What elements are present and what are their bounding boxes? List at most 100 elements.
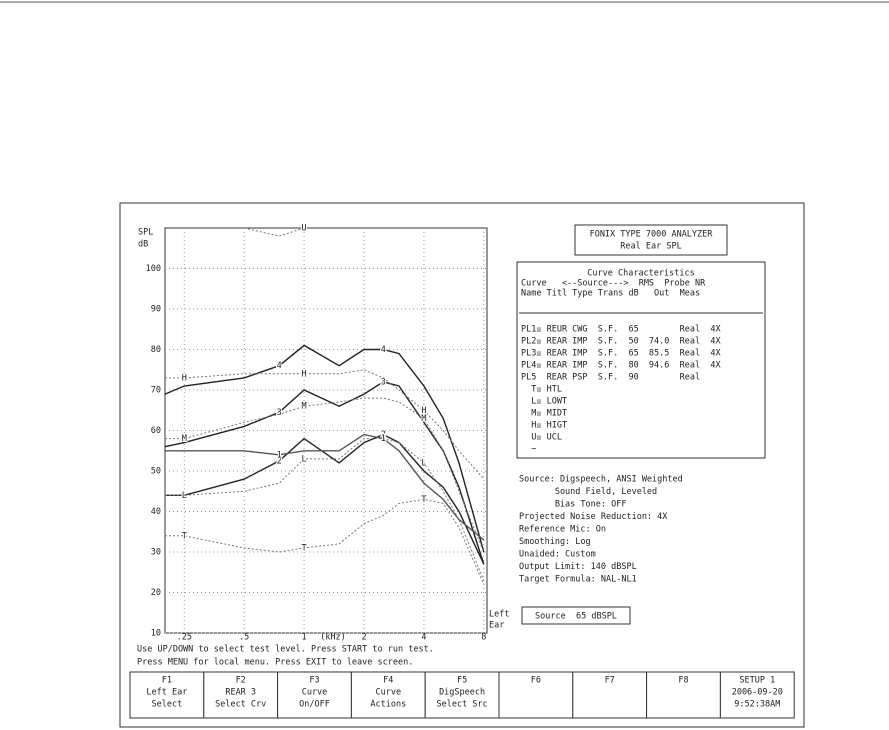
table-row: U☒ UCL bbox=[521, 433, 562, 443]
y-axis-label: dB bbox=[138, 240, 148, 250]
function-key-label: Curve bbox=[376, 688, 402, 698]
function-key[interactable] bbox=[203, 671, 279, 719]
x-tick-label: 1 bbox=[302, 633, 307, 643]
function-key[interactable] bbox=[719, 671, 795, 719]
table-title: Curve Characteristics bbox=[587, 269, 694, 279]
setting-line: Smoothing: Log bbox=[519, 537, 591, 547]
curve-marker: M bbox=[302, 402, 307, 412]
curve bbox=[165, 498, 485, 585]
function-key-label: F7 bbox=[605, 676, 615, 686]
table-row: ~ bbox=[521, 445, 536, 455]
curve-marker: M bbox=[182, 434, 187, 444]
function-key[interactable] bbox=[350, 671, 426, 719]
y-tick-label: 10 bbox=[151, 629, 161, 639]
y-tick-label: 20 bbox=[151, 588, 161, 598]
function-key-label: Curve bbox=[302, 688, 328, 698]
source-level: Source 65 dBSPL bbox=[535, 612, 617, 622]
setting-line: Reference Mic: On bbox=[519, 525, 606, 535]
curve-marker: L bbox=[421, 458, 426, 468]
table-row: H☒ HIGT bbox=[521, 421, 567, 431]
curve bbox=[164, 344, 485, 553]
title: FONIX TYPE 7000 ANALYZER bbox=[590, 230, 714, 240]
function-key-label: Select Src bbox=[437, 700, 488, 710]
function-key-label: 2006-09-20 bbox=[732, 688, 783, 698]
function-key-label: 9:52:38AM bbox=[734, 700, 780, 710]
curve-marker: T bbox=[421, 495, 426, 505]
curve-marker: M bbox=[421, 414, 426, 424]
curve bbox=[244, 227, 305, 237]
curve bbox=[165, 433, 485, 541]
curve-marker: T bbox=[182, 531, 187, 541]
curve-marker: 3 bbox=[277, 408, 282, 418]
curve bbox=[165, 397, 485, 553]
curve-marker: L bbox=[302, 454, 307, 464]
y-tick-label: 70 bbox=[151, 386, 161, 396]
y-tick-label: 80 bbox=[151, 345, 161, 355]
setting-line: Projected Noise Reduction: 4X bbox=[519, 512, 668, 522]
subtitle: Real Ear SPL bbox=[620, 242, 681, 252]
source-box bbox=[521, 606, 631, 625]
instruction: Use UP/DOWN to select test level. Press … bbox=[137, 645, 434, 655]
curve bbox=[164, 381, 485, 565]
curve-marker: H bbox=[302, 369, 307, 379]
table-row: M☒ MIDT bbox=[521, 409, 567, 419]
function-key-label: On/OFF bbox=[299, 700, 330, 710]
function-key[interactable] bbox=[646, 671, 721, 719]
table-header: Name Titl Type Trans dB Out Meas bbox=[521, 289, 700, 299]
function-key-label: F2 bbox=[236, 676, 246, 686]
table-row: PL4☒ REAR IMP S.F. 80 94.6 Real 4X bbox=[521, 361, 721, 371]
function-key[interactable] bbox=[277, 671, 352, 719]
curve-marker: 2 bbox=[277, 456, 282, 466]
instruction: Press MENU for local menu. Press EXIT to… bbox=[137, 658, 413, 668]
function-key-label: F1 bbox=[162, 676, 172, 686]
curve bbox=[165, 369, 485, 480]
curve-marker: 3 bbox=[381, 377, 386, 387]
curve-marker: T bbox=[302, 543, 307, 553]
table-row: PL2☒ REAR IMP S.F. 50 74.0 Real 4X bbox=[521, 337, 721, 347]
title-box bbox=[574, 224, 728, 256]
setting-line: Source: Digspeech, ANSI Weighted bbox=[519, 475, 683, 485]
y-tick-label: 60 bbox=[151, 426, 161, 436]
curve-marker: 1 bbox=[277, 450, 282, 460]
setting-line: Bias Tone: OFF bbox=[519, 500, 626, 510]
function-key-label: Select bbox=[152, 700, 183, 710]
curve bbox=[165, 433, 485, 565]
curve-marker: H bbox=[421, 406, 426, 416]
curve-table-box bbox=[516, 261, 766, 459]
function-key-label: F5 bbox=[457, 676, 467, 686]
x-tick-label: .5 bbox=[239, 633, 249, 643]
function-key-label: F8 bbox=[678, 676, 688, 686]
x-tick-label: .25 bbox=[177, 633, 192, 643]
function-key-label: Left Ear bbox=[146, 688, 187, 698]
function-key-label: F3 bbox=[309, 676, 319, 686]
function-key-label: Select Crv bbox=[215, 700, 266, 710]
function-key-label: F6 bbox=[531, 676, 541, 686]
table-row: PL5 REAR PSP S.F. 90 Real bbox=[521, 373, 700, 383]
y-tick-label: 90 bbox=[151, 305, 161, 315]
function-key-label: Actions bbox=[370, 700, 406, 710]
curve-marker: L bbox=[182, 491, 187, 501]
x-axis-label: (kHz) bbox=[320, 633, 346, 643]
y-tick-label: 100 bbox=[146, 264, 161, 274]
curve-marker: 2 bbox=[381, 430, 386, 440]
table-row: T☒ HTL bbox=[521, 385, 562, 395]
x-tick-label: 2 bbox=[361, 633, 366, 643]
y-tick-label: 50 bbox=[151, 467, 161, 477]
function-key[interactable] bbox=[498, 671, 574, 719]
table-header: Curve <--Source---> RMS Probe NR bbox=[521, 279, 706, 289]
ear-label: Ear bbox=[489, 621, 504, 631]
function-key-label: REAR 3 bbox=[225, 688, 256, 698]
setting-line: Target Formula: NAL-NL1 bbox=[519, 575, 637, 585]
setting-line: Unaided: Custom bbox=[519, 550, 596, 560]
y-tick-label: 30 bbox=[151, 548, 161, 558]
table-row: PL1☒ REUR CWG S.F. 65 Real 4X bbox=[521, 325, 721, 335]
curve-marker: U bbox=[302, 224, 307, 234]
setting-line: Sound Field, Leveled bbox=[519, 487, 657, 497]
curve-marker: H bbox=[182, 373, 187, 383]
function-key-label: F4 bbox=[383, 676, 393, 686]
y-tick-label: 40 bbox=[151, 507, 161, 517]
function-key-label: DigSpeech bbox=[439, 688, 485, 698]
ear-label: Left bbox=[489, 610, 509, 620]
